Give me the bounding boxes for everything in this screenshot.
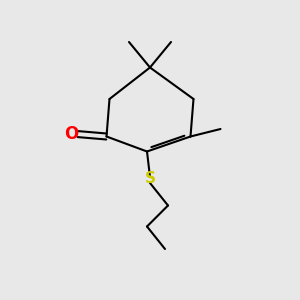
Text: O: O xyxy=(64,125,79,143)
Text: S: S xyxy=(145,171,155,186)
